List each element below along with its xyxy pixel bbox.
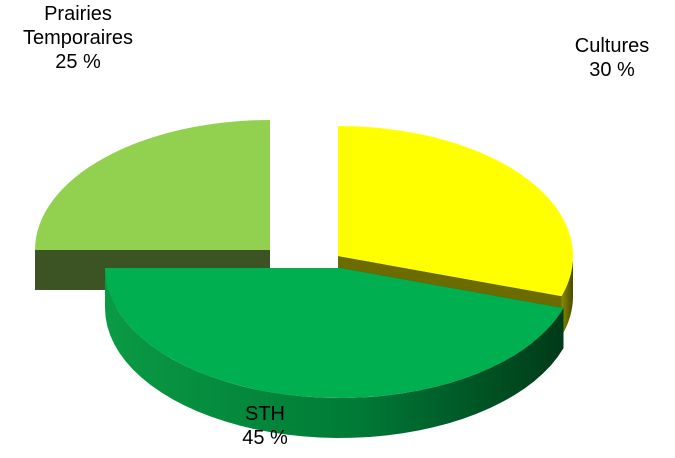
- pie-slice-side-sth: [105, 268, 564, 438]
- pie-slice-top-prairies-temporaires: [35, 120, 270, 250]
- pie-slice-top-cultures: [338, 126, 573, 297]
- slice-label-cultures: Cultures 30 %: [575, 35, 649, 81]
- pie-slice-sth: [105, 268, 564, 438]
- slice-label-prairies-temporaires: Prairies Temporaires 25 %: [23, 3, 133, 73]
- pie-slice-prairies-temporaires: [35, 120, 270, 290]
- slice-label-sth: STH 45 %: [242, 403, 288, 449]
- pie-slice-side-cultures: [561, 256, 573, 337]
- pie-slice-top-sth: [105, 268, 564, 398]
